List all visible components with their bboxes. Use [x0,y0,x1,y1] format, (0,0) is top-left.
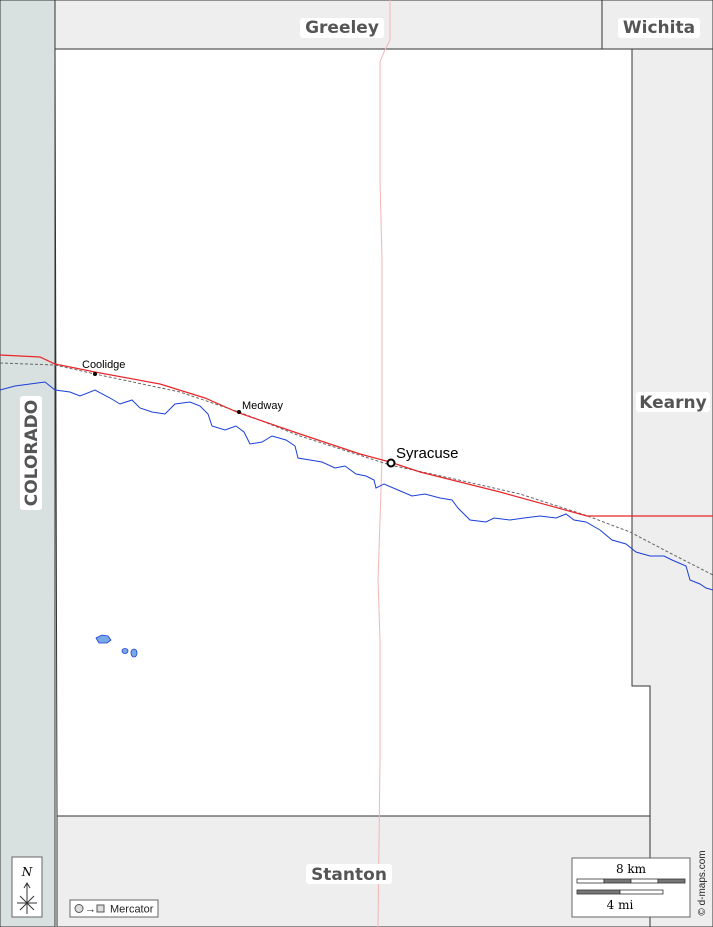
colorado-label-bg [20,396,42,510]
greeley-label: Greeley [305,18,379,38]
stanton-label: Stanton [311,865,387,885]
lake [121,648,129,654]
wichita-label-bg [618,18,700,38]
compass-north-label: N [21,865,33,879]
lake [130,648,138,658]
projection-arrow-icon: → [85,904,96,916]
scale-bar-km [576,878,686,884]
kearny-label: Kearny [639,393,706,413]
minor-road [377,0,391,927]
lake [95,634,112,644]
scale-bar-mi [576,889,664,895]
credit-label: © d-maps.com [697,850,708,915]
medway-marker [237,410,241,414]
highway [0,354,713,517]
stanton-label-bg [306,864,392,884]
syracuse-marker [386,458,396,468]
coolidge-label: Coolidge [82,359,125,371]
greeley-label-bg [300,18,384,38]
colorado-label: COLORADO [22,400,42,506]
scale-km-label: 8 km [616,862,647,876]
scale-mi-label: 4 mi [607,898,634,912]
wichita-label: Wichita [623,18,695,38]
kearny-label-bg [636,392,710,412]
scale-box [571,857,691,918]
hamilton-county [54,48,651,817]
projection-box [69,899,159,918]
projection-label: Mercator [110,904,154,916]
projection-circle-icon [74,904,84,913]
arkansas-river [0,381,713,591]
medway-label: Medway [242,400,283,412]
projection-square-icon [96,904,105,913]
compass-rose-icon [17,882,37,914]
syracuse-label: Syracuse [396,445,459,462]
coolidge-marker [93,372,97,376]
